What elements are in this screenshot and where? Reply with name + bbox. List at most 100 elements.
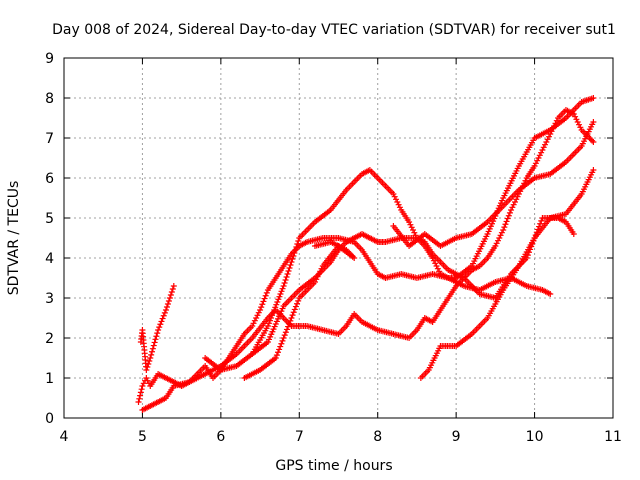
data-point: [295, 297, 302, 304]
data-point: [587, 136, 594, 143]
data-point: [143, 375, 150, 381]
data-point: [282, 329, 289, 336]
data-point: [572, 113, 579, 120]
data-point: [539, 147, 546, 153]
data-point: [408, 224, 415, 231]
data-point: [140, 380, 147, 387]
data-point: [143, 367, 150, 373]
data-point: [277, 291, 284, 297]
data-point: [258, 304, 265, 311]
data-point: [259, 301, 266, 308]
data-point: [412, 232, 419, 239]
data-point: [311, 243, 318, 249]
data-point: [257, 307, 264, 313]
data-point: [434, 265, 441, 272]
x-tick-label: 7: [295, 429, 304, 445]
data-point: [536, 152, 543, 159]
data-point: [498, 229, 505, 236]
data-point: [157, 321, 164, 328]
data-point: [289, 256, 296, 262]
data-point: [287, 317, 294, 324]
data-point: [531, 163, 538, 169]
data-point: [145, 361, 152, 367]
data-point: [146, 358, 153, 364]
data-point: [166, 295, 173, 301]
y-tick-label: 5: [45, 211, 54, 227]
data-point: [577, 124, 584, 131]
data-point: [275, 296, 282, 303]
x-tick-label: 6: [216, 429, 225, 445]
data-point: [137, 392, 144, 399]
data-point: [537, 220, 544, 227]
data-point: [394, 199, 401, 205]
data-point: [535, 155, 542, 161]
data-point: [286, 265, 293, 271]
data-point: [139, 383, 146, 389]
x-tick-label: 10: [526, 429, 544, 445]
data-point: [532, 160, 539, 167]
data-point: [255, 309, 262, 316]
y-tick-label: 6: [45, 171, 54, 187]
data-point: [288, 315, 295, 321]
data-point: [509, 204, 516, 211]
data-point: [511, 199, 518, 205]
data-points: [135, 95, 597, 413]
data-point: [318, 265, 325, 272]
data-point: [390, 191, 397, 197]
data-point: [317, 268, 324, 275]
y-tick-label: 3: [45, 291, 54, 307]
data-point: [510, 201, 517, 208]
data-point: [576, 121, 583, 128]
data-point: [273, 301, 280, 308]
data-point: [285, 323, 292, 330]
data-point: [505, 212, 512, 219]
data-point: [590, 119, 597, 125]
data-point: [538, 149, 545, 156]
data-point: [429, 255, 436, 261]
data-point: [160, 312, 167, 319]
data-point: [276, 293, 283, 300]
data-point: [545, 133, 552, 140]
data-point: [279, 285, 286, 292]
data-point: [274, 299, 281, 305]
data-point: [254, 312, 261, 319]
data-point: [407, 221, 414, 228]
data-point: [433, 263, 440, 269]
data-point: [260, 298, 267, 305]
data-point: [290, 309, 297, 316]
data-point: [503, 218, 510, 225]
data-point: [148, 351, 155, 358]
series-2: [135, 235, 554, 405]
series-6: [249, 95, 597, 357]
data-point: [279, 337, 286, 344]
data-point: [313, 276, 320, 283]
data-point: [144, 364, 151, 370]
data-point: [547, 291, 554, 297]
data-point: [523, 255, 530, 261]
data-point: [500, 227, 507, 233]
data-point: [393, 196, 400, 203]
data-point: [281, 280, 288, 286]
data-point: [277, 343, 284, 350]
data-point: [136, 395, 143, 402]
chart-title: Day 008 of 2024, Sidereal Day-to-day VTE…: [52, 22, 616, 38]
data-point: [152, 336, 159, 343]
data-point: [138, 386, 145, 393]
y-tick-label: 4: [45, 251, 54, 267]
data-point: [280, 283, 287, 289]
data-point: [542, 141, 549, 148]
data-point: [278, 288, 285, 295]
x-tick-label: 9: [452, 429, 461, 445]
data-point: [493, 240, 500, 247]
data-point: [508, 207, 515, 213]
y-tick-label: 1: [45, 371, 54, 387]
data-point: [264, 323, 271, 329]
data-point: [513, 196, 520, 203]
data-point: [270, 309, 277, 316]
data-point: [586, 135, 593, 141]
data-point: [262, 292, 269, 299]
data-point: [137, 389, 144, 396]
data-point: [280, 335, 287, 341]
